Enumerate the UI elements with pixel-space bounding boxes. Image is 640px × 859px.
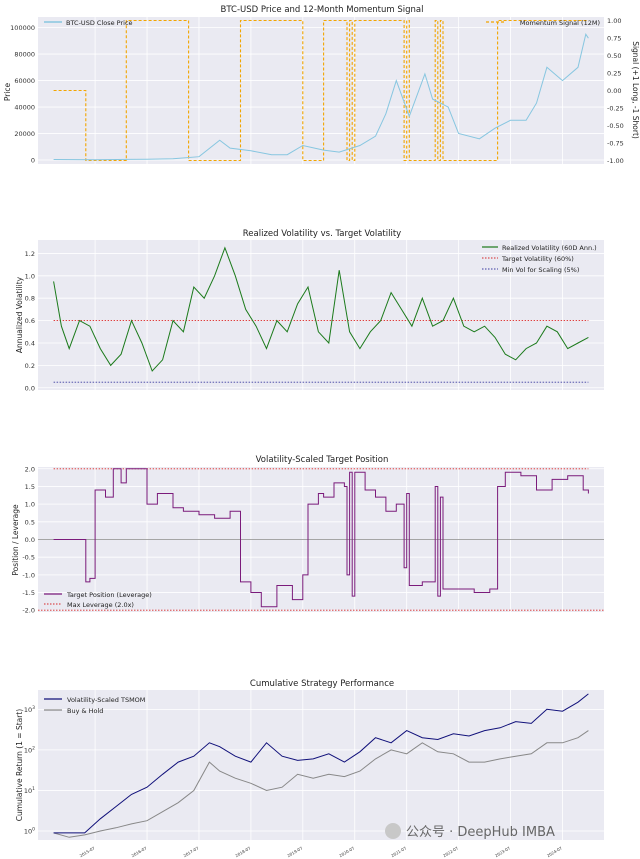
volatility-y-tick: 1.2 — [25, 250, 35, 258]
performance-x-tick: 2020-07 — [338, 845, 355, 858]
performance-x-tick: 2022-07 — [442, 845, 459, 858]
signal-y-tick: -1.00 — [607, 157, 624, 165]
price-legend-label: BTC-USD Close Price — [66, 19, 133, 27]
position-y-tick: -1.0 — [22, 571, 35, 579]
position-y-tick: 1.5 — [25, 483, 35, 491]
performance-y-tick: 101 — [24, 786, 35, 795]
position-y-tick: -0.5 — [22, 554, 35, 562]
signal-y-tick: 1.00 — [607, 17, 621, 25]
position-legend-label: Target Position (Leverage) — [66, 591, 152, 599]
performance-legend: Volatility-Scaled TSMOM Buy & Hold — [44, 696, 145, 715]
position-y-tick: 1.0 — [25, 501, 35, 509]
signal-line — [53, 19, 589, 162]
price-plot-area — [38, 17, 604, 164]
price-y-tick: 60000 — [14, 77, 35, 85]
watermark-text: 公众号 · DeepHub IMBA — [406, 825, 555, 840]
price-y-tick: 80000 — [14, 51, 35, 59]
volatility-y-tick: 0.2 — [25, 362, 35, 370]
performance-x-tick: 2023-07 — [494, 845, 511, 858]
position-line — [53, 468, 589, 608]
watermark: 公众号 · DeepHub IMBA — [385, 823, 555, 840]
signal-y-tick: 0.00 — [607, 87, 621, 95]
position-y-tick: 2.0 — [25, 465, 35, 473]
performance-chart: Cumulative Strategy Performance Cumulati… — [15, 679, 604, 858]
volatility-chart-title: Realized Volatility vs. Target Volatilit… — [243, 229, 401, 239]
signal-y-tick: 0.25 — [607, 70, 621, 78]
price-y-tick: 0 — [31, 157, 35, 165]
position-y-axis-label: Position / Leverage — [11, 504, 20, 576]
performance-y-tick: 100 — [24, 827, 35, 836]
volatility-y-axis-label: Annualized Volatility — [15, 276, 24, 353]
volatility-legend: Realized Volatility (60D Ann.) Target Vo… — [482, 244, 597, 274]
performance-y-axis-label: Cumulative Return (1 = Start) — [15, 709, 24, 822]
max-leverage-legend-label: Max Leverage (2.0x) — [67, 601, 134, 609]
volatility-y-tick: 0.8 — [25, 295, 35, 303]
price-line — [53, 32, 589, 161]
realized-vol-line — [53, 246, 589, 372]
performance-x-tick: 2015-07 — [79, 845, 96, 858]
performance-plot-area — [38, 690, 604, 840]
price-y-tick: 20000 — [14, 130, 35, 138]
performance-x-tick: 2021-07 — [390, 845, 407, 858]
performance-x-tick: 2019-07 — [286, 845, 303, 858]
volatility-y-tick: 0.0 — [25, 384, 35, 392]
signal-y-tick: 0.50 — [607, 52, 621, 60]
strategy-legend-label: Volatility-Scaled TSMOM — [67, 696, 145, 704]
performance-x-tick: 2016-07 — [131, 845, 148, 858]
position-y-tick: -1.5 — [22, 589, 35, 597]
position-legend: Target Position (Leverage) Max Leverage … — [44, 591, 152, 609]
price-y-axis-label: Price — [3, 82, 12, 101]
signal-y-tick: -0.75 — [607, 140, 624, 148]
strategy-line — [53, 693, 589, 834]
price-chart-title: BTC-USD Price and 12-Month Momentum Sign… — [221, 5, 424, 15]
volatility-y-tick: 1.0 — [25, 272, 35, 280]
performance-x-tick: 2024-07 — [546, 845, 563, 858]
position-chart-title: Volatility-Scaled Target Position — [256, 455, 389, 465]
target-vol-legend-label: Target Volatility (60%) — [501, 255, 574, 263]
performance-y-tick: 102 — [24, 745, 35, 754]
signal-legend-label: Momentum Signal (12M) — [520, 19, 600, 27]
signal-y-tick: 0.75 — [607, 35, 621, 43]
signal-legend-right: Momentum Signal (12M) — [486, 19, 600, 27]
vol-legend-label: Realized Volatility (60D Ann.) — [502, 244, 597, 252]
position-y-tick: 0.0 — [25, 536, 35, 544]
price-y-tick: 100000 — [10, 24, 35, 32]
performance-x-tick: 2017-07 — [182, 845, 199, 858]
signal-y-tick: -0.25 — [607, 105, 624, 113]
volatility-y-tick: 0.4 — [25, 339, 35, 347]
volatility-chart: Realized Volatility vs. Target Volatilit… — [15, 229, 604, 392]
volatility-y-tick: 0.6 — [25, 317, 35, 325]
position-chart: Volatility-Scaled Target Position Positi… — [11, 455, 604, 615]
position-y-tick: 0.5 — [25, 518, 35, 526]
buyhold-legend-label: Buy & Hold — [67, 707, 103, 715]
position-y-tick: -2.0 — [22, 607, 35, 615]
price-legend-left: BTC-USD Close Price — [44, 19, 133, 27]
wechat-icon — [385, 823, 401, 839]
performance-chart-title: Cumulative Strategy Performance — [250, 679, 394, 689]
performance-x-tick: 2018-07 — [234, 845, 251, 858]
performance-y-tick: 103 — [24, 705, 35, 714]
signal-y-axis-label: Signal (+1 Long, -1 Short) — [631, 41, 640, 139]
buyhold-line — [53, 730, 589, 838]
min-vol-legend-label: Min Vol for Scaling (5%) — [502, 266, 579, 274]
signal-y-tick: -0.50 — [607, 122, 624, 130]
price-momentum-chart: BTC-USD Price and 12-Month Momentum Sign… — [3, 5, 640, 165]
price-y-tick: 40000 — [14, 104, 35, 112]
